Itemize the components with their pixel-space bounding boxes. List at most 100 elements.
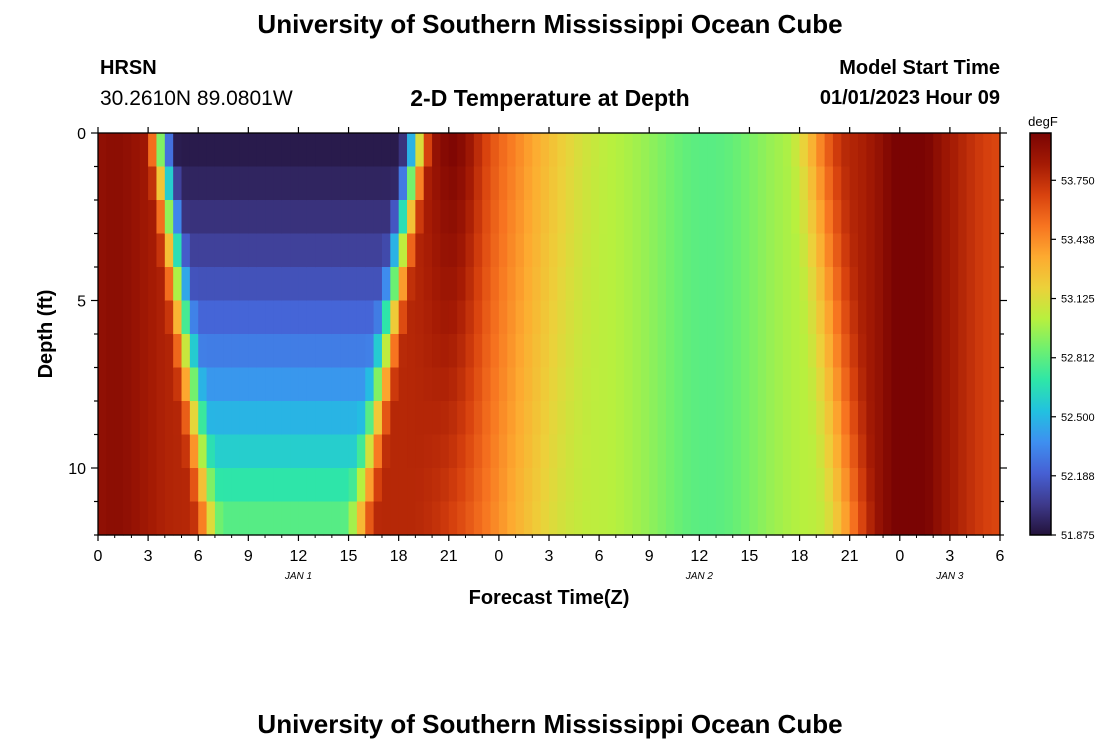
heatmap-cell [724, 166, 734, 201]
heatmap-cell [766, 166, 776, 201]
heatmap-cell [966, 267, 976, 302]
heatmap-cell [599, 166, 609, 201]
heatmap-cell [331, 233, 341, 268]
heatmap-cell [248, 200, 258, 235]
heatmap-cell [156, 300, 166, 335]
heatmap-cell [657, 166, 667, 201]
heatmap-cell [298, 166, 308, 201]
heatmap-cell [256, 133, 266, 168]
heatmap-cell [256, 267, 266, 302]
heatmap-cell [866, 267, 876, 302]
heatmap-cell [841, 334, 851, 369]
heatmap-cell [741, 468, 751, 503]
heatmap-cell [565, 267, 575, 302]
heatmap-cell [131, 334, 141, 369]
heatmap-cell [799, 434, 809, 469]
heatmap-cell [231, 233, 241, 268]
heatmap-cell [674, 200, 684, 235]
heatmap-cell [398, 133, 408, 168]
heatmap-cell [490, 434, 500, 469]
heatmap-cell [164, 468, 174, 503]
heatmap-cell [415, 434, 425, 469]
heatmap-cell [290, 300, 300, 335]
heatmap-cell [465, 267, 475, 302]
x-tick-label: 21 [440, 548, 458, 565]
heatmap-cell [440, 367, 450, 402]
heatmap-cell [916, 367, 926, 402]
heatmap-cell [557, 200, 567, 235]
heatmap-cell [281, 434, 291, 469]
heatmap-cell [958, 233, 968, 268]
heatmap-cell [148, 334, 158, 369]
heatmap-cell [457, 334, 467, 369]
heatmap-cell [373, 166, 383, 201]
heatmap-cell [298, 434, 308, 469]
heatmap-cell [164, 401, 174, 436]
heatmap-cell [615, 434, 625, 469]
heatmap-cell [841, 233, 851, 268]
heatmap-cell [899, 300, 909, 335]
heatmap-cell [473, 434, 483, 469]
heatmap-cell [665, 267, 675, 302]
heatmap-cell [114, 434, 124, 469]
heatmap-cell [407, 334, 416, 369]
heatmap-cell [799, 468, 809, 503]
heatmap-cell [298, 200, 308, 235]
heatmap-cell [632, 468, 642, 503]
heatmap-cell [315, 300, 325, 335]
heatmap-cell [490, 401, 500, 436]
heatmap-cell [415, 267, 425, 302]
heatmap-cell [908, 501, 918, 536]
heatmap-cell [173, 300, 183, 335]
heatmap-cell [799, 200, 809, 235]
heatmap-cell [599, 300, 609, 335]
heatmap-cell [716, 434, 725, 469]
heatmap-cell [949, 367, 959, 402]
heatmap-cell [607, 468, 617, 503]
heatmap-cell [356, 468, 366, 503]
heatmap-cell [106, 468, 116, 503]
heatmap-cell [331, 133, 341, 168]
heatmap-cell [549, 367, 558, 402]
heatmap-cell [448, 434, 458, 469]
heatmap-cell [239, 300, 249, 335]
heatmap-cell [348, 367, 358, 402]
heatmap-cell [699, 233, 709, 268]
heatmap-cell [816, 267, 826, 302]
heatmap-cell [966, 434, 976, 469]
heatmap-cell [123, 468, 133, 503]
heatmap-cell [716, 334, 725, 369]
heatmap-cell [599, 133, 609, 168]
heatmap-cell [924, 501, 934, 536]
heatmap-cell [181, 334, 191, 369]
heatmap-cell [498, 200, 508, 235]
heatmap-cell [206, 434, 216, 469]
heatmap-cell [908, 468, 918, 503]
heatmap-cell [607, 133, 617, 168]
heatmap-cell [164, 434, 174, 469]
heatmap-cell [899, 468, 909, 503]
heatmap-cell [365, 501, 375, 536]
heatmap-cell [206, 267, 216, 302]
heatmap-cell [315, 334, 325, 369]
heatmap-cell [824, 267, 834, 302]
heatmap-cell [565, 367, 575, 402]
heatmap-cell [540, 334, 550, 369]
heatmap-cell [239, 401, 249, 436]
heatmap-cell [373, 133, 383, 168]
heatmap-cell [899, 267, 909, 302]
heatmap-cell [832, 401, 842, 436]
heatmap-cell [248, 233, 258, 268]
station-coordinates: 30.2610N 89.0801W [100, 87, 293, 110]
heatmap-cell [390, 334, 400, 369]
heatmap-cell [791, 233, 801, 268]
heatmap-cell [933, 166, 943, 201]
heatmap-cell [482, 401, 492, 436]
heatmap-cell [231, 166, 241, 201]
heatmap-cell [816, 166, 826, 201]
heatmap-cell [707, 334, 717, 369]
heatmap-cell [139, 501, 149, 536]
heatmap-cell [891, 334, 901, 369]
heatmap-cell [348, 166, 358, 201]
heatmap-cell [674, 367, 684, 402]
